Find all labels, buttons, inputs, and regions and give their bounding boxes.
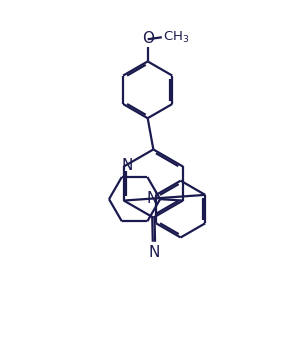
Text: N: N [147,191,158,206]
Text: O: O [142,31,154,46]
Text: CH$_3$: CH$_3$ [163,30,190,45]
Text: N: N [122,158,133,173]
Text: N: N [148,245,160,260]
